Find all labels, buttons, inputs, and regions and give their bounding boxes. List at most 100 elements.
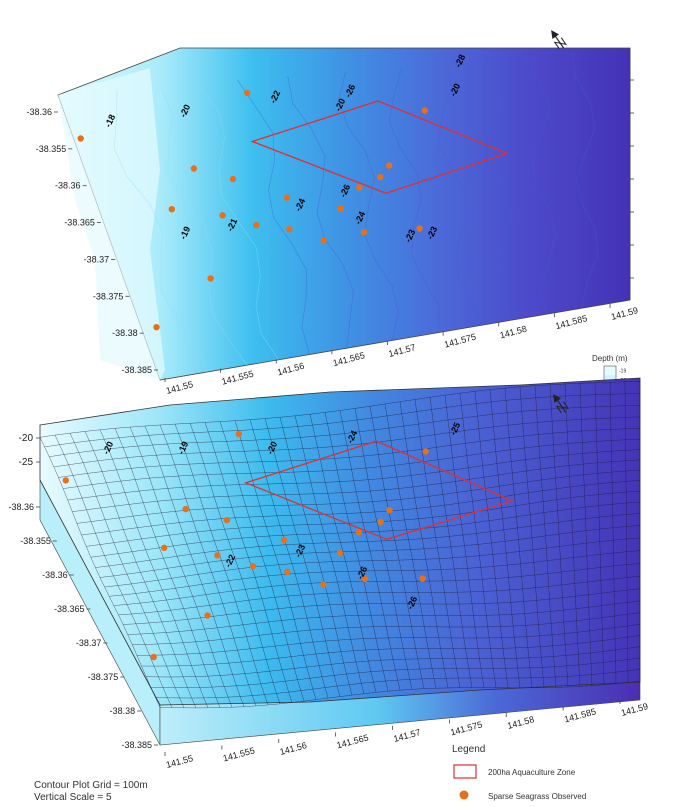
seagrass-point bbox=[280, 536, 288, 544]
legend-seagrass-swatch bbox=[459, 790, 469, 800]
mesh-line bbox=[594, 382, 605, 685]
depth-scale-label: -19 bbox=[619, 369, 626, 375]
aquaculture-zone-outline bbox=[250, 100, 509, 194]
mesh-line bbox=[564, 383, 581, 687]
mesh-line bbox=[174, 424, 269, 705]
mesh-line bbox=[309, 414, 377, 693]
longitude-tick-label: 141.59 bbox=[620, 701, 649, 718]
mesh-line bbox=[609, 382, 617, 684]
top-seagrass-points bbox=[77, 89, 428, 331]
mesh-line bbox=[279, 417, 353, 696]
top-aquaculture-zone bbox=[250, 100, 509, 194]
seagrass-point bbox=[253, 221, 260, 229]
contour-line bbox=[197, 83, 280, 360]
longitude-tick-label: 141.59 bbox=[610, 305, 639, 322]
mesh-line bbox=[219, 421, 305, 702]
contour-label: -20 bbox=[178, 103, 193, 119]
contour-label: -20 bbox=[101, 440, 116, 456]
latitude-tick-label: -38.375 bbox=[88, 672, 119, 682]
seagrass-point bbox=[207, 275, 214, 282]
top-latitude-ticks: -38.36 -38.355 -38.36 -38.365 -38.37 -38.375 -… bbox=[26, 107, 158, 375]
bottom-mesh-surface bbox=[39, 377, 641, 706]
contour-line bbox=[438, 62, 483, 326]
contour-line bbox=[338, 71, 399, 341]
mesh-line bbox=[339, 410, 401, 691]
mesh-line bbox=[99, 429, 209, 708]
contour-label: -24 bbox=[345, 429, 360, 445]
contour-label: -26 bbox=[355, 565, 370, 581]
contour-line bbox=[287, 76, 354, 349]
contour-label: -28 bbox=[453, 53, 468, 69]
mesh-line bbox=[429, 397, 473, 688]
seagrass-point bbox=[244, 89, 251, 97]
contour-label: -23 bbox=[425, 225, 440, 241]
top-shallow-band bbox=[58, 68, 165, 380]
seagrass-point bbox=[182, 505, 189, 513]
longitude-tick-label: 141.585 bbox=[563, 706, 597, 724]
bottom-wireframe-mesh bbox=[39, 380, 641, 709]
contour-label: -19 bbox=[178, 225, 193, 241]
mesh-line bbox=[354, 408, 413, 690]
contour-label: -20 bbox=[265, 440, 280, 456]
latitude-tick-label: -38.375 bbox=[93, 291, 124, 301]
seagrass-point bbox=[153, 324, 160, 331]
legend: Legend 200ha Aquaculture Zone Sparse Sea… bbox=[452, 744, 586, 801]
seagrass-point bbox=[190, 165, 198, 172]
contour-label: -20 bbox=[448, 82, 463, 98]
mesh-line bbox=[444, 395, 485, 688]
mesh-line bbox=[204, 422, 293, 703]
seagrass-point bbox=[416, 225, 423, 232]
north-arrow-icon bbox=[553, 394, 569, 414]
longitude-tick-label: 141.55 bbox=[165, 753, 194, 770]
bottom-3d-surface: -20 -19 -22 -20 -24 -23 -26 -26 -25 -20 -25 -38.3… bbox=[8, 377, 649, 770]
seagrass-point bbox=[235, 430, 243, 438]
longitude-tick-label: 141.575 bbox=[443, 332, 477, 350]
contour-label: -23 bbox=[293, 543, 308, 559]
legend-zone-swatch bbox=[453, 764, 477, 779]
mesh-line bbox=[129, 427, 233, 708]
longitude-tick-label: 141.555 bbox=[222, 745, 256, 763]
seagrass-point bbox=[356, 184, 363, 191]
contour-label: -20 bbox=[333, 97, 348, 113]
longitude-tick-label: 141.565 bbox=[332, 350, 366, 368]
seagrass-point bbox=[377, 518, 384, 526]
mesh-line bbox=[159, 424, 257, 706]
mesh-line bbox=[549, 384, 569, 688]
seagrass-point bbox=[219, 212, 226, 219]
legend-zone-label: 200ha Aquaculture Zone bbox=[488, 768, 576, 777]
seagrass-point bbox=[421, 107, 428, 114]
seagrass-point bbox=[320, 581, 327, 588]
latitude-tick-label: -38.36 bbox=[8, 502, 34, 512]
contour-label: -24 bbox=[293, 197, 308, 213]
seagrass-point bbox=[386, 506, 393, 514]
longitude-tick-label: 141.57 bbox=[392, 727, 421, 744]
mesh-line bbox=[534, 385, 557, 688]
contour-label: -25 bbox=[448, 421, 463, 437]
longitude-tick-label: 141.58 bbox=[506, 714, 535, 731]
seagrass-point bbox=[229, 175, 237, 183]
contour-line bbox=[524, 56, 557, 315]
latitude-tick-label: -38.355 bbox=[36, 144, 67, 154]
contour-label: -24 bbox=[353, 210, 368, 226]
seagrass-point bbox=[77, 135, 84, 142]
longitude-tick-label: 141.56 bbox=[276, 361, 305, 378]
longitude-tick-label: 141.55 bbox=[165, 379, 194, 396]
seagrass-point bbox=[161, 544, 168, 551]
grid-note: Contour Plot Grid = 100m bbox=[34, 780, 148, 791]
contour-line bbox=[486, 59, 517, 320]
contour-line bbox=[160, 86, 248, 366]
contour-label: -22 bbox=[268, 89, 283, 105]
depth-tick-label: -25 bbox=[19, 457, 34, 468]
contour-label: -26 bbox=[343, 83, 358, 99]
seagrass-point bbox=[249, 563, 257, 570]
contour-line bbox=[388, 66, 441, 333]
mesh-line bbox=[84, 431, 197, 708]
bottom-latitude-ticks: -38.36 -38.355 -38.36 -38.365 -38.37 -38.375 -… bbox=[8, 502, 158, 750]
mesh-line bbox=[504, 388, 533, 688]
mesh-line bbox=[54, 435, 173, 708]
mesh-line bbox=[234, 420, 317, 700]
mesh-line bbox=[264, 418, 341, 697]
top-right-axis bbox=[629, 48, 634, 300]
latitude-tick-label: -38.38 bbox=[110, 706, 136, 716]
